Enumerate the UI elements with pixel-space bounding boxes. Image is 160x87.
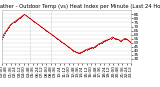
Title: Milwaukee Weather - Outdoor Temp (vs) Heat Index per Minute (Last 24 Hours): Milwaukee Weather - Outdoor Temp (vs) He… bbox=[0, 4, 160, 9]
